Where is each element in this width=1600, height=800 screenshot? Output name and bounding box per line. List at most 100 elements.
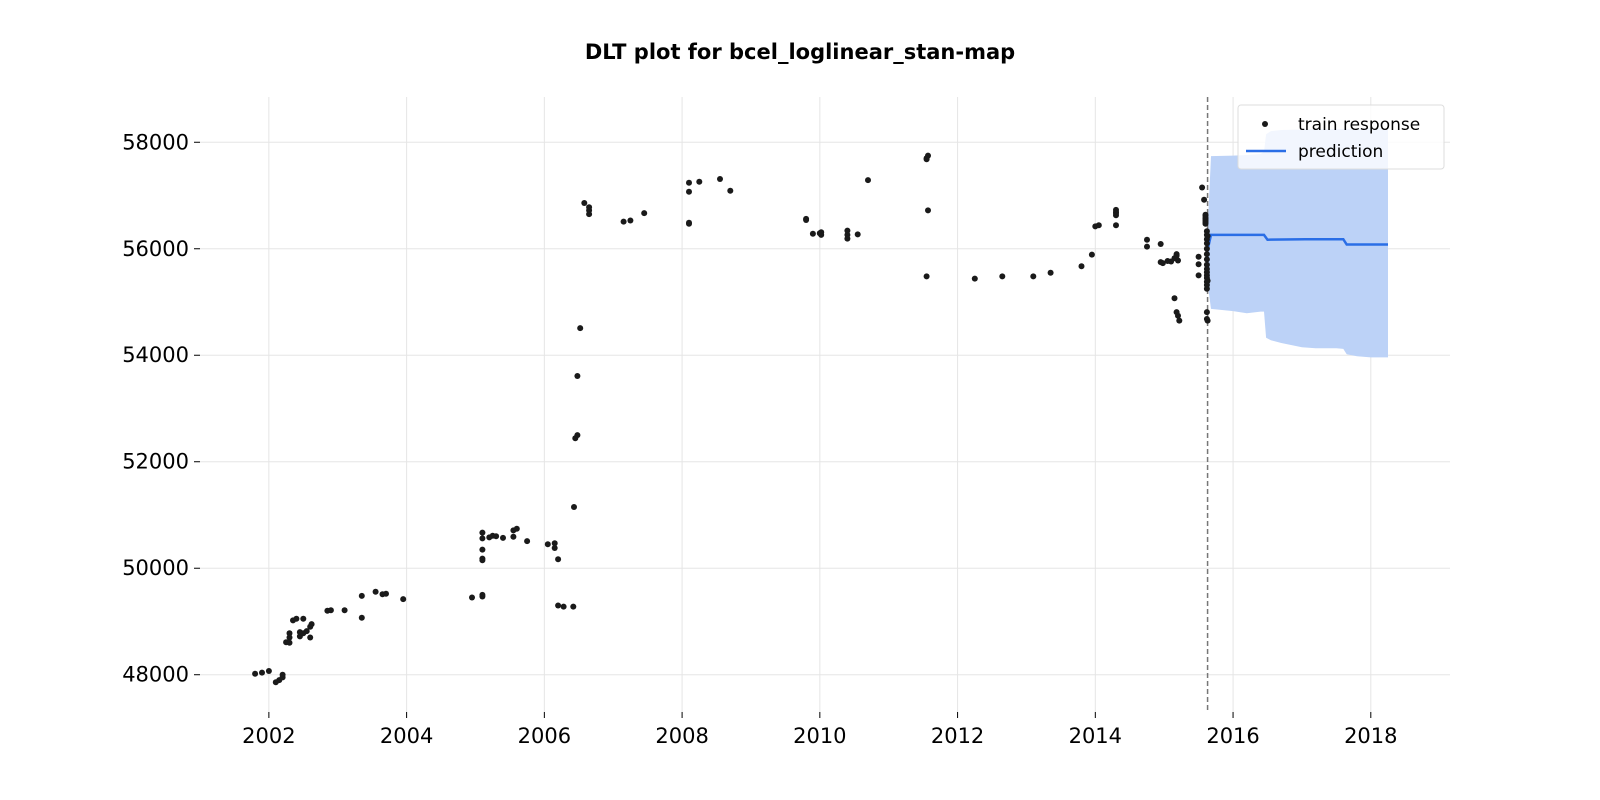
train-response-point [586,211,593,218]
train-response-point [1078,263,1085,270]
prediction-line [1206,233,1388,251]
train-response-point [854,231,861,238]
train-response-point [524,538,531,545]
train-response-point [1199,184,1206,191]
train-response-point [1203,261,1210,268]
train-response-point [1175,312,1181,319]
legend-label-train-response: train response [1298,115,1420,135]
train-response-point [479,557,486,564]
train-response-point [479,546,486,553]
train-response-point [358,614,365,621]
train-response-point [1204,277,1211,284]
train-response-point [1113,210,1119,217]
train-response-point [1204,317,1211,324]
train-response-point [327,607,334,614]
train-response-point [686,188,692,195]
train-response-point [293,615,300,622]
train-response-point [641,210,648,217]
y-tick-label: 52000 [122,450,189,474]
train-response-point [1144,243,1150,250]
train-response-point [1144,236,1150,243]
train-response-point [999,273,1006,280]
train-response-point [1203,309,1210,316]
train-response-point [1113,222,1119,229]
x-tick-label: 2018 [1344,724,1397,748]
y-tick-label: 50000 [122,556,189,580]
train-response-point [479,535,486,542]
train-response-point [925,152,931,159]
train-response-point [717,176,723,182]
train-response-point [259,669,265,676]
legend-marker-train-response [1262,121,1268,127]
train-response-point [286,639,293,646]
train-response-point [865,177,871,184]
prediction-interval-area [1207,128,1388,358]
x-tick-label: 2006 [518,724,571,748]
chart-title: DLT plot for bcel_loglinear_stan-map [584,40,1016,64]
train-response-point [574,373,581,379]
train-response-point [1201,196,1208,203]
x-tick-label: 2002 [242,724,295,748]
train-response-series [252,152,1211,686]
y-tick-label: 48000 [122,663,189,687]
train-response-point [1203,251,1210,258]
x-tick-label: 2016 [1206,724,1259,748]
x-axis: 2002 2004 2006 2008 2010 2012 2014 2016 2018 [242,712,1398,748]
train-response-point [551,545,558,551]
x-tick-label: 2012 [931,724,984,748]
train-response-point [574,432,581,439]
train-response-point [555,602,562,609]
x-tick-label: 2010 [793,724,846,748]
train-response-point [686,220,692,227]
train-response-point [581,200,588,206]
train-response-point [544,541,551,548]
train-response-point [252,670,259,677]
train-response-point [1204,233,1211,239]
train-response-point [686,179,692,186]
train-response-point [1030,273,1037,280]
x-tick-label: 2008 [655,724,708,748]
y-axis: 48000 50000 52000 54000 56000 58000 [122,130,200,687]
train-response-point [493,533,500,540]
train-response-point [265,668,272,674]
train-response-point [620,218,627,225]
y-tick-label: 58000 [122,130,189,154]
train-response-point [279,671,286,678]
train-response-point [358,592,365,599]
train-response-point [286,634,293,641]
train-response-point [469,594,475,601]
train-response-point [923,273,930,280]
train-response-point [372,588,379,595]
train-response-point [1195,261,1202,268]
train-response-point [844,227,851,234]
train-response-point [308,621,315,628]
train-response-point [479,591,486,598]
train-response-point [1203,245,1210,252]
train-response-point [1195,253,1202,260]
train-response-point [300,615,307,622]
train-response-point [555,556,562,563]
prediction-interval [1207,128,1388,358]
train-response-point [1195,272,1202,279]
legend-label-prediction: prediction [1298,142,1383,162]
train-response-point [513,525,520,532]
train-response-point [1175,257,1181,264]
train-response-point [1157,241,1164,247]
train-response-point [303,628,310,635]
train-response-point [1176,317,1183,324]
train-response-point [551,540,558,547]
train-response-point [971,275,978,282]
train-response-point [510,533,517,540]
train-response-point [696,178,703,185]
train-response-point [1159,260,1166,267]
train-response-point [1171,295,1178,302]
train-response-point [1095,222,1102,229]
train-response-point [809,230,816,237]
train-response-point [1203,285,1210,292]
train-response-point [577,325,584,332]
train-response-point [571,504,577,510]
train-response-point [803,217,810,223]
train-response-point [627,217,634,224]
train-response-point [286,630,293,637]
train-response-point [560,603,567,610]
